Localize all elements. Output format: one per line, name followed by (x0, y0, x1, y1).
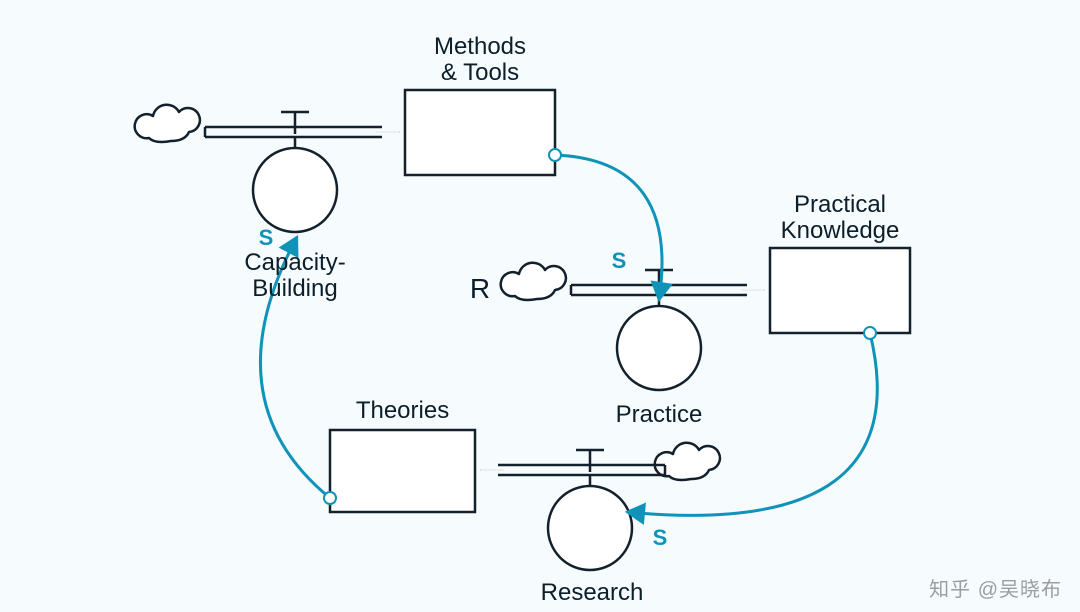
svg-text:Practice: Practice (616, 401, 703, 428)
feedback-knowledge-to-research-s-label: S (653, 525, 668, 550)
feedback-knowledge-to-research-port (864, 327, 876, 339)
feedback-methods-to-practice-s-label: S (612, 248, 627, 273)
valve-research (548, 486, 632, 570)
svg-text:Building: Building (252, 275, 337, 302)
label-research: Research (541, 579, 644, 606)
stock-practical-knowledge (770, 248, 910, 333)
svg-text:& Tools: & Tools (441, 59, 519, 86)
svg-text:Research: Research (541, 579, 644, 606)
stock-methods-tools (405, 90, 555, 175)
system-dynamics-diagram: S S S Methods& Tools PracticalKnowledge Theor… (0, 0, 1080, 612)
svg-text:Practical: Practical (794, 191, 886, 218)
svg-text:Theories: Theories (356, 397, 449, 424)
valve-capacity-building (253, 148, 337, 232)
stock-theories (330, 430, 475, 512)
feedback-theories-to-capacity-port (324, 492, 336, 504)
svg-text:Capacity-: Capacity- (244, 249, 345, 276)
label-methods-tools: Methods& Tools (434, 33, 526, 86)
feedback-methods-to-practice (555, 155, 662, 300)
svg-text:Knowledge: Knowledge (781, 217, 900, 244)
cloud-source-capacity (135, 105, 200, 142)
label-practical-knowledge: PracticalKnowledge (781, 191, 900, 244)
feedback-methods-to-practice-port (549, 149, 561, 161)
valve-practice (617, 306, 701, 390)
label-capacity-building: Capacity-Building (244, 249, 345, 302)
svg-text:Methods: Methods (434, 33, 526, 60)
feedback-theories-to-capacity-s-label: S (259, 225, 274, 250)
cloud-source-practice (501, 263, 566, 300)
label-theories: Theories (356, 397, 449, 424)
loop-label-R: R (470, 273, 490, 304)
label-practice: Practice (616, 401, 703, 428)
